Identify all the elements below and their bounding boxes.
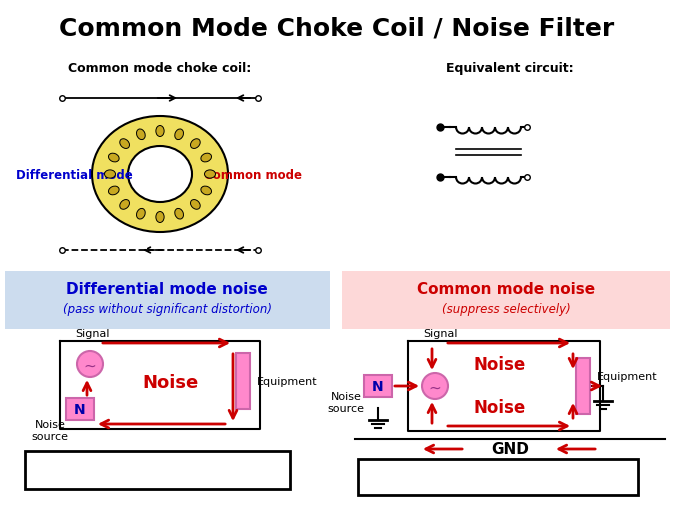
Text: Noise: Noise (474, 398, 526, 416)
Ellipse shape (175, 209, 184, 220)
Bar (342, 272, 670, 329)
Text: Single-ended line: Single-ended line (69, 461, 246, 479)
Text: N: N (74, 402, 86, 416)
Ellipse shape (128, 147, 192, 203)
Text: GND: GND (491, 442, 529, 457)
Ellipse shape (190, 200, 200, 210)
Ellipse shape (190, 139, 200, 149)
Bar (5, 272, 330, 329)
Text: Balanced line: Balanced line (430, 468, 566, 486)
Text: Noise: Noise (142, 373, 198, 391)
FancyBboxPatch shape (66, 398, 94, 420)
Text: Noise
source: Noise source (327, 391, 365, 413)
Text: Differential mode: Differential mode (16, 168, 132, 181)
FancyBboxPatch shape (236, 354, 250, 409)
Text: Differential mode noise: Differential mode noise (66, 282, 268, 297)
Ellipse shape (175, 130, 184, 140)
Text: Noise: Noise (474, 356, 526, 373)
Ellipse shape (119, 200, 130, 210)
FancyBboxPatch shape (25, 451, 290, 489)
Ellipse shape (119, 139, 130, 149)
Text: (suppress selectively): (suppress selectively) (441, 303, 570, 316)
Circle shape (77, 351, 103, 377)
Text: Signal: Signal (75, 328, 109, 338)
Ellipse shape (205, 171, 215, 179)
Ellipse shape (92, 117, 228, 232)
Ellipse shape (156, 126, 164, 137)
Text: N: N (372, 379, 384, 393)
Ellipse shape (136, 130, 145, 140)
Ellipse shape (201, 154, 211, 163)
Text: Noise
source: Noise source (32, 419, 68, 441)
Text: ~: ~ (429, 380, 441, 395)
Text: ~: ~ (84, 358, 97, 373)
Ellipse shape (109, 187, 119, 195)
Text: Equipment: Equipment (597, 371, 657, 381)
Text: Signal: Signal (423, 328, 458, 338)
Ellipse shape (105, 171, 115, 179)
Ellipse shape (136, 209, 145, 220)
Ellipse shape (109, 154, 119, 163)
Ellipse shape (156, 212, 164, 223)
FancyBboxPatch shape (364, 375, 392, 397)
Text: Equipment: Equipment (257, 376, 318, 386)
FancyBboxPatch shape (358, 459, 638, 495)
Text: Common Mode Choke Coil / Noise Filter: Common Mode Choke Coil / Noise Filter (59, 16, 615, 40)
Text: Equivalent circuit:: Equivalent circuit: (446, 62, 574, 74)
Ellipse shape (201, 187, 211, 195)
Circle shape (422, 373, 448, 399)
Text: (pass without significant distortion): (pass without significant distortion) (63, 303, 271, 316)
Text: Common mode: Common mode (204, 168, 302, 181)
FancyBboxPatch shape (576, 358, 590, 414)
Text: Common mode noise: Common mode noise (417, 282, 595, 297)
Text: Common mode choke coil:: Common mode choke coil: (68, 62, 252, 74)
